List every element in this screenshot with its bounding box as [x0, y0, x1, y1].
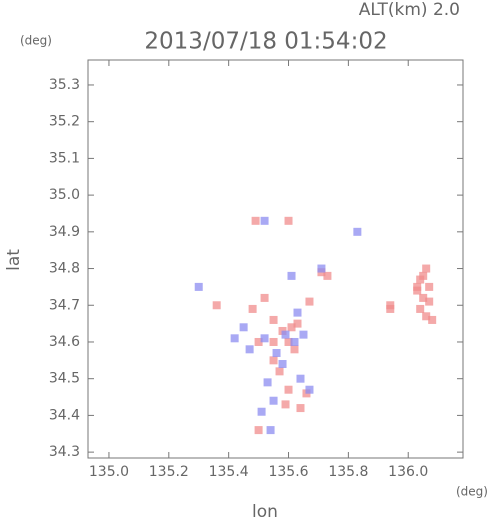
data-point: [251, 216, 260, 225]
data-point: [386, 304, 395, 313]
data-point: [428, 315, 437, 324]
data-point: [245, 345, 254, 354]
data-point: [416, 275, 425, 284]
data-point: [239, 323, 248, 332]
data-point: [284, 385, 293, 394]
x-tick-label: 135.4: [209, 464, 249, 480]
data-point: [425, 282, 434, 291]
data-point: [260, 216, 269, 225]
x-axis-label: lon: [252, 502, 278, 521]
data-point: [296, 404, 305, 413]
data-point: [269, 337, 278, 346]
data-point: [266, 426, 275, 435]
chart-title: 2013/07/18 01:54:02: [144, 29, 387, 55]
y-unit: (deg): [20, 34, 52, 48]
y-tick-label: 35.0: [49, 187, 80, 203]
x-tick-label: 135.8: [328, 464, 368, 480]
data-point: [284, 216, 293, 225]
y-tick-label: 34.3: [49, 444, 80, 460]
y-axis-label: lat: [4, 249, 24, 271]
data-point: [284, 337, 293, 346]
data-point: [287, 323, 296, 332]
data-point: [260, 293, 269, 302]
data-point: [281, 330, 290, 339]
data-point: [323, 271, 332, 280]
data-point: [257, 407, 266, 416]
data-point: [413, 286, 422, 295]
data-point: [269, 356, 278, 365]
data-point: [422, 264, 431, 273]
y-tick-label: 34.4: [49, 407, 80, 423]
y-tick-label: 35.1: [49, 150, 80, 166]
data-point: [212, 301, 221, 310]
y-tick-label: 34.8: [49, 261, 80, 277]
data-point: [293, 319, 302, 328]
data-point: [269, 396, 278, 405]
data-point: [287, 271, 296, 280]
y-tick-label: 34.9: [49, 224, 80, 240]
data-point: [254, 426, 263, 435]
data-point: [248, 304, 257, 313]
data-point: [260, 334, 269, 343]
data-point: [416, 304, 425, 313]
data-point: [425, 297, 434, 306]
data-point: [263, 378, 272, 387]
data-point: [296, 374, 305, 383]
data-point: [422, 312, 431, 321]
data-point: [278, 360, 287, 369]
data-point: [299, 330, 308, 339]
data-point: [305, 385, 314, 394]
data-point: [317, 264, 326, 273]
data-point: [419, 293, 428, 302]
data-point: [353, 227, 362, 236]
chart-subtitle: ALT(km) 2.0: [359, 0, 460, 20]
data-point: [272, 348, 281, 357]
data-point: [290, 337, 299, 346]
y-tick-label: 35.2: [49, 114, 80, 130]
data-point: [230, 334, 239, 343]
data-point: [269, 315, 278, 324]
data-point: [293, 308, 302, 317]
x-tick-label: 136.0: [388, 464, 428, 480]
data-point: [281, 400, 290, 409]
data-point: [275, 367, 284, 376]
y-tick-label: 34.5: [49, 371, 80, 387]
data-point: [290, 345, 299, 354]
data-point: [254, 337, 263, 346]
x-tick-label: 135.2: [149, 464, 189, 480]
data-point: [305, 297, 314, 306]
x-tick-label: 135.0: [89, 464, 129, 480]
x-unit: (deg): [456, 485, 488, 499]
y-tick-label: 34.6: [49, 334, 80, 350]
x-tick-label: 135.6: [268, 464, 308, 480]
y-tick-label: 34.7: [49, 297, 80, 313]
plot-frame: [87, 59, 464, 459]
y-tick-label: 35.3: [49, 77, 80, 93]
data-point: [194, 282, 203, 291]
